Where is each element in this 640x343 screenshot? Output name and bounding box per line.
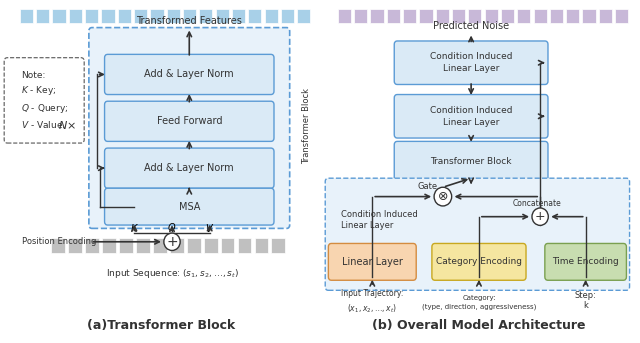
Bar [36,9,49,23]
Bar [170,238,184,253]
Bar [216,9,229,23]
Bar [403,9,416,23]
Text: Predicted Noise: Predicted Noise [433,21,509,31]
FancyBboxPatch shape [89,27,290,228]
Circle shape [434,187,452,206]
Text: $N$×: $N$× [58,119,76,131]
Text: Transformer Block: Transformer Block [303,88,312,164]
Text: (b) Overall Model Architecture: (b) Overall Model Architecture [372,319,586,332]
Circle shape [532,208,548,225]
Bar [419,9,433,23]
FancyBboxPatch shape [432,244,526,280]
Text: Condition Induced
Linear Layer: Condition Induced Linear Layer [430,106,513,127]
Bar [452,9,465,23]
Bar [136,238,150,253]
Text: Condition Induced
Linear Layer: Condition Induced Linear Layer [430,52,513,73]
Bar [118,9,131,23]
Bar [615,9,628,23]
Text: $V$: $V$ [205,222,214,234]
Bar [371,9,383,23]
Bar [183,9,196,23]
Bar [85,9,99,23]
Bar [153,238,166,253]
Text: Category Encoding: Category Encoding [436,257,522,267]
Bar [101,9,115,23]
FancyBboxPatch shape [394,95,548,138]
Bar [119,238,133,253]
FancyBboxPatch shape [545,244,627,280]
Circle shape [164,233,180,250]
Bar [85,238,99,253]
Bar [297,9,310,23]
Bar [166,9,180,23]
Text: MSA: MSA [179,202,200,212]
Bar [517,9,531,23]
Text: +: + [166,235,178,249]
Bar [501,9,514,23]
FancyBboxPatch shape [325,178,630,290]
Text: +: + [535,210,545,223]
Text: Concatenate: Concatenate [513,199,561,208]
Bar [271,238,285,253]
Bar [199,9,212,23]
Bar [68,9,82,23]
Text: Condition Induced
Linear Layer: Condition Induced Linear Layer [341,210,418,230]
Bar [134,9,147,23]
Bar [387,9,400,23]
Bar [582,9,596,23]
FancyBboxPatch shape [104,188,274,225]
Bar [221,238,234,253]
Bar [354,9,367,23]
Bar [264,9,278,23]
Text: $K$: $K$ [130,222,139,234]
Bar [237,238,252,253]
Text: (a)Transformer Block: (a)Transformer Block [87,319,235,332]
Text: Step:
k: Step: k [575,291,596,310]
Bar [204,238,218,253]
Bar [52,9,66,23]
FancyBboxPatch shape [328,244,416,280]
Bar [232,9,245,23]
Bar [550,9,563,23]
FancyBboxPatch shape [394,41,548,84]
Bar [68,238,82,253]
Bar [150,9,164,23]
Text: $Q$: $Q$ [168,221,177,234]
Text: Add & Layer Norm: Add & Layer Norm [145,69,234,80]
Bar [187,238,200,253]
Bar [599,9,612,23]
Bar [338,9,351,23]
FancyBboxPatch shape [4,58,84,143]
Bar [102,238,116,253]
Bar [281,9,294,23]
Text: Input Sequence: $(s_1, s_2, \ldots, s_t)$: Input Sequence: $(s_1, s_2, \ldots, s_t)… [106,267,239,280]
Text: Gate: Gate [417,182,437,191]
Text: Feed Forward: Feed Forward [157,116,222,126]
Bar [51,238,65,253]
FancyBboxPatch shape [104,148,274,188]
Bar [566,9,579,23]
Text: Category:
(type, direction, aggressiveness): Category: (type, direction, aggressivene… [422,295,536,310]
Text: ⊗: ⊗ [438,190,448,203]
FancyBboxPatch shape [394,141,548,181]
Text: Linear Layer: Linear Layer [342,257,403,267]
Bar [255,238,268,253]
Bar [20,9,33,23]
Text: Add & Layer Norm: Add & Layer Norm [145,163,234,173]
Bar [484,9,498,23]
Text: Note:
$K$ - Key;
$Q$ - Query;
$V$ - Value.: Note: $K$ - Key; $Q$ - Query; $V$ - Valu… [21,71,68,130]
Text: Input Trajectory:
$(x_1, x_2, \ldots, x_t)$: Input Trajectory: $(x_1, x_2, \ldots, x_… [341,289,403,315]
Bar [248,9,262,23]
Bar [468,9,481,23]
Text: Time Encoding: Time Encoding [552,257,619,267]
Bar [436,9,449,23]
Text: Transformer Block: Transformer Block [430,157,512,166]
Text: Position Encoding: Position Encoding [22,237,96,246]
Text: Transformed Features: Transformed Features [136,16,242,26]
FancyBboxPatch shape [104,101,274,141]
Bar [534,9,547,23]
FancyBboxPatch shape [104,55,274,95]
